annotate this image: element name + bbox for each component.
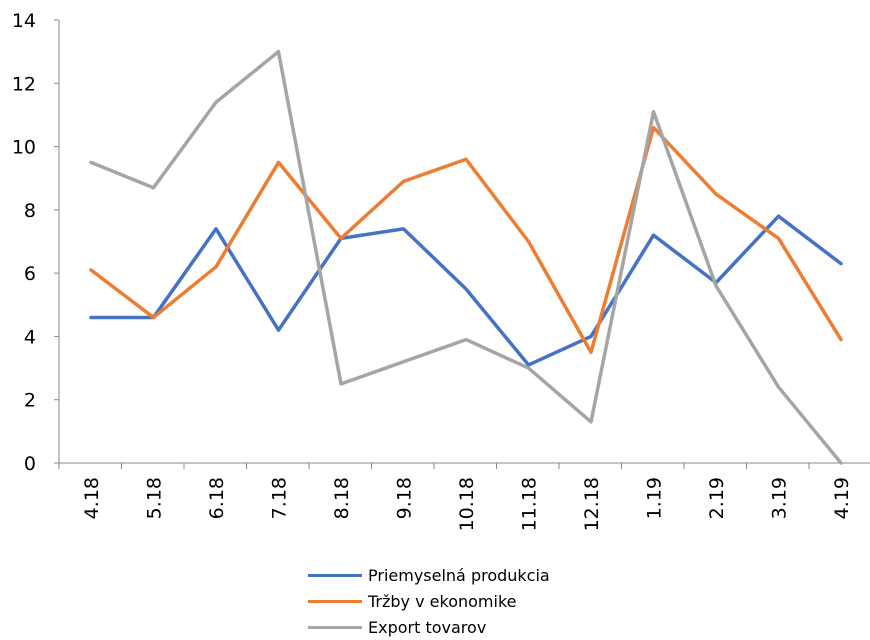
x-tick-label: 6.18	[206, 477, 228, 519]
x-tick-label: 1.19	[644, 477, 666, 519]
legend-label: Priemyselná produkcia	[368, 565, 550, 585]
x-tick-label: 10.18	[456, 477, 478, 531]
series-lines	[89, 49, 843, 465]
legend: Priemyselná produkcia Tržby v ekonomike Ex…	[308, 562, 550, 640]
x-tick-label: 12.18	[581, 477, 603, 531]
y-tick-label: 4	[24, 326, 36, 348]
x-tick-label: 4.19	[831, 477, 853, 519]
legend-swatch	[308, 573, 362, 577]
x-tick-label: 7.18	[269, 477, 291, 519]
legend-item: Tržby v ekonomike	[308, 588, 550, 614]
legend-label: Export tovarov	[368, 617, 487, 637]
y-tick-label: 8	[24, 200, 36, 222]
x-tick-label: 3.19	[769, 477, 791, 519]
y-tick-label: 12	[12, 73, 36, 95]
series-line-3	[89, 49, 843, 465]
legend-label: Tržby v ekonomike	[368, 591, 517, 611]
x-tick-label: 5.18	[144, 477, 166, 519]
y-tick-label: 6	[24, 263, 36, 285]
y-tick-label: 10	[12, 137, 36, 159]
x-tick-label: 8.18	[331, 477, 353, 519]
y-tick-label: 14	[12, 10, 36, 32]
x-tick-label: 2.19	[706, 477, 728, 519]
line-chart: 0 2 4 6 8 10 12 14 4.18 5.18 6.18 7.18 8.18 9.18 10.1…	[12, 10, 870, 531]
x-tick-label: 9.18	[394, 477, 416, 519]
legend-item: Priemyselná produkcia	[308, 562, 550, 588]
y-tick-label: 0	[24, 453, 36, 475]
x-tick-labels: 4.18 5.18 6.18 7.18 8.18 9.18 10.18 11.18 12.18 1…	[81, 477, 853, 531]
y-tick-label: 2	[24, 390, 36, 412]
x-tick-label: 4.18	[81, 477, 103, 519]
legend-swatch	[308, 599, 362, 603]
axes	[54, 19, 870, 469]
series-line-2	[89, 125, 843, 354]
legend-swatch	[308, 625, 362, 629]
legend-item: Export tovarov	[308, 614, 550, 640]
x-tick-label: 11.18	[519, 477, 541, 531]
y-tick-labels: 0 2 4 6 8 10 12 14	[12, 10, 36, 475]
series-line-1	[89, 214, 843, 367]
